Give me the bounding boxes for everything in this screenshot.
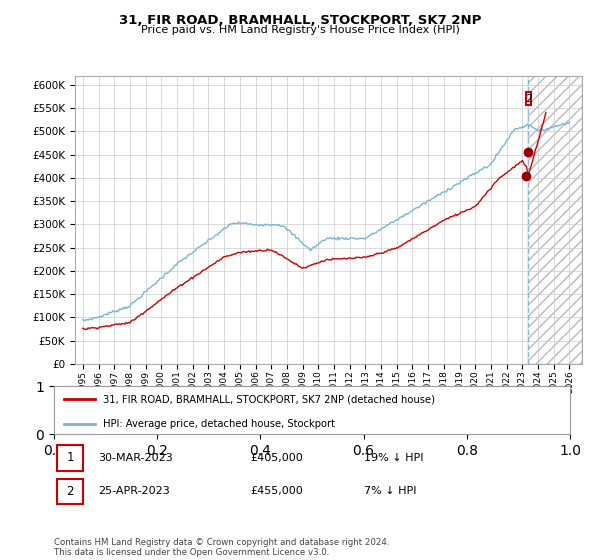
Text: Contains HM Land Registry data © Crown copyright and database right 2024.
This d: Contains HM Land Registry data © Crown c… xyxy=(54,538,389,557)
FancyBboxPatch shape xyxy=(56,479,83,505)
Text: HPI: Average price, detached house, Stockport: HPI: Average price, detached house, Stoc… xyxy=(103,418,335,428)
Text: 31, FIR ROAD, BRAMHALL, STOCKPORT, SK7 2NP (detached house): 31, FIR ROAD, BRAMHALL, STOCKPORT, SK7 2… xyxy=(103,394,435,404)
Text: 31, FIR ROAD, BRAMHALL, STOCKPORT, SK7 2NP: 31, FIR ROAD, BRAMHALL, STOCKPORT, SK7 2… xyxy=(119,14,481,27)
Text: 2: 2 xyxy=(525,94,532,104)
Text: 2: 2 xyxy=(66,485,74,498)
Text: 19% ↓ HPI: 19% ↓ HPI xyxy=(364,453,423,463)
Text: £405,000: £405,000 xyxy=(250,453,303,463)
FancyBboxPatch shape xyxy=(526,92,530,105)
Text: 1: 1 xyxy=(66,451,74,464)
Text: 30-MAR-2023: 30-MAR-2023 xyxy=(98,453,173,463)
FancyBboxPatch shape xyxy=(56,446,83,471)
Text: £455,000: £455,000 xyxy=(250,487,303,496)
Text: 7% ↓ HPI: 7% ↓ HPI xyxy=(364,487,416,496)
Text: Price paid vs. HM Land Registry's House Price Index (HPI): Price paid vs. HM Land Registry's House … xyxy=(140,25,460,35)
Text: 25-APR-2023: 25-APR-2023 xyxy=(98,487,170,496)
